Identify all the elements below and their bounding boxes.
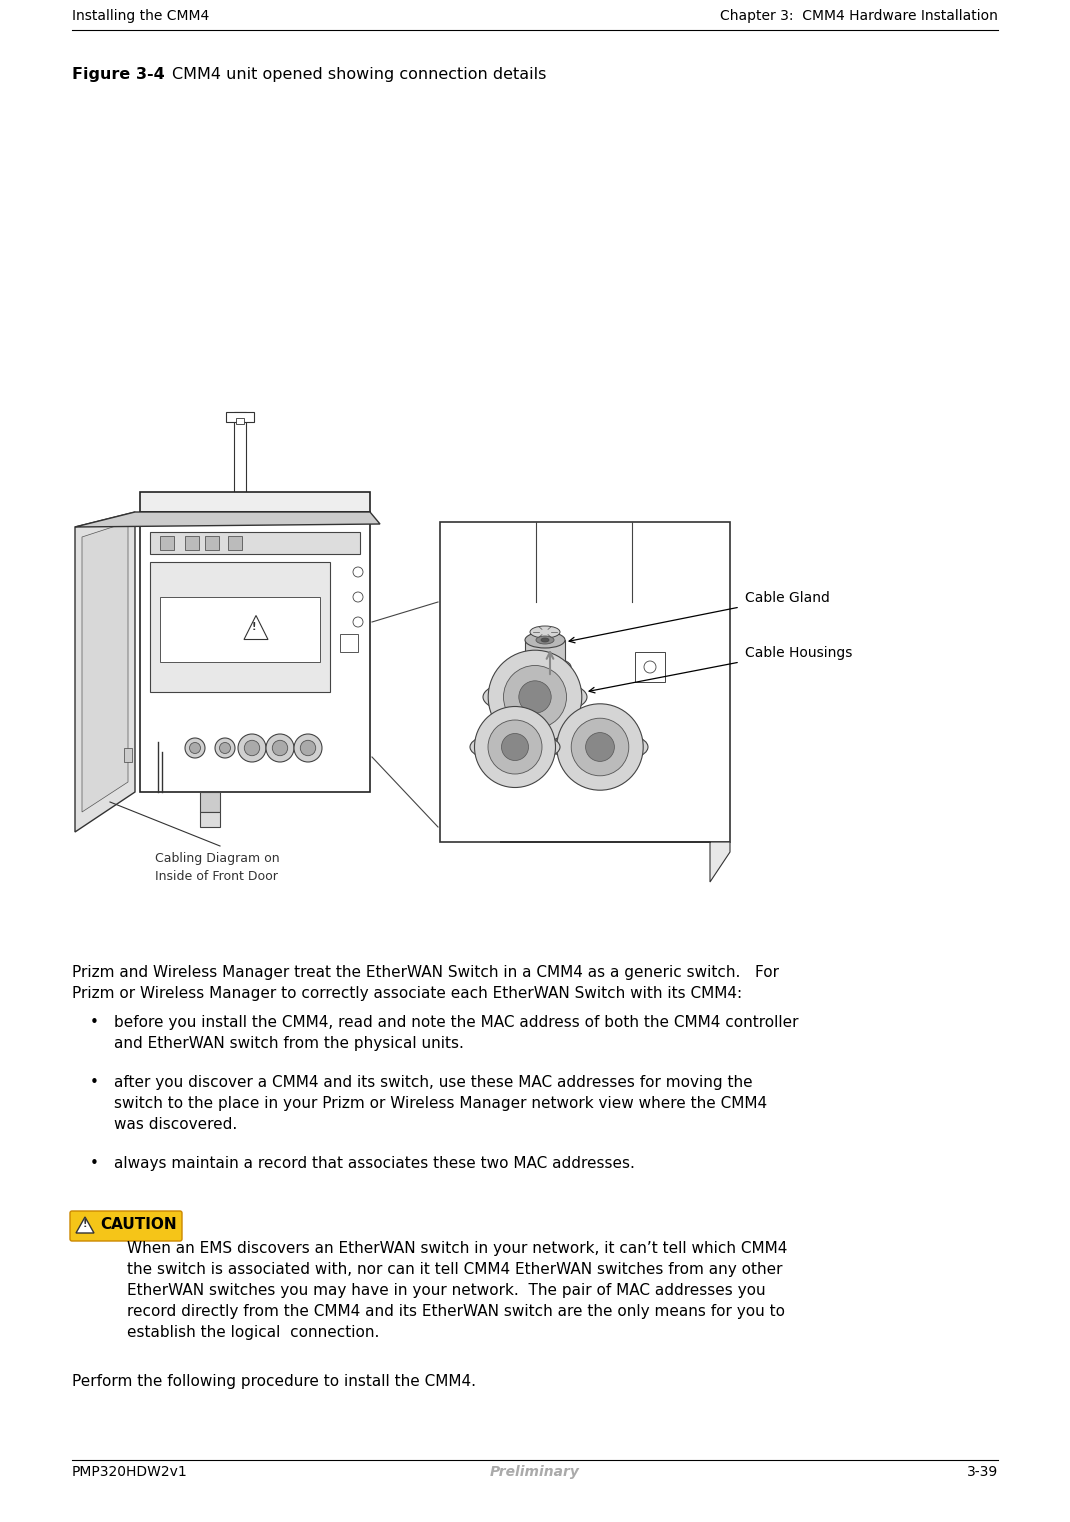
Text: after you discover a CMM4 and its switch, use these MAC addresses for moving the: after you discover a CMM4 and its switch…: [114, 1075, 752, 1090]
Bar: [150, 562, 330, 693]
Circle shape: [519, 680, 551, 714]
Text: before you install the CMM4, read and note the MAC address of both the CMM4 cont: before you install the CMM4, read and no…: [114, 1015, 798, 1030]
Polygon shape: [500, 842, 730, 883]
Bar: [200, 813, 220, 826]
Ellipse shape: [525, 632, 565, 648]
Circle shape: [301, 740, 316, 756]
Text: When an EMS discovers an EtherWAN switch in your network, it can’t tell which CM: When an EMS discovers an EtherWAN switch…: [127, 1240, 788, 1256]
Bar: [340, 635, 358, 651]
Circle shape: [353, 616, 363, 627]
Text: CAUTION: CAUTION: [100, 1218, 177, 1231]
Bar: [150, 533, 360, 554]
Text: record directly from the CMM4 and its EtherWAN switch are the only means for you: record directly from the CMM4 and its Et…: [127, 1304, 785, 1320]
Bar: [160, 597, 320, 662]
Circle shape: [238, 734, 266, 763]
Bar: [525, 639, 565, 674]
Circle shape: [474, 706, 555, 787]
Ellipse shape: [541, 638, 549, 642]
Circle shape: [189, 743, 200, 753]
Bar: [200, 791, 220, 813]
Bar: [140, 511, 370, 791]
Circle shape: [585, 732, 614, 761]
Circle shape: [266, 734, 294, 763]
Ellipse shape: [470, 731, 560, 763]
Text: Perform the following procedure to install the CMM4.: Perform the following procedure to insta…: [72, 1374, 476, 1390]
Bar: [228, 536, 242, 549]
Text: establish the logical  connection.: establish the logical connection.: [127, 1326, 380, 1339]
Text: Cable Housings: Cable Housings: [745, 645, 853, 661]
Text: Prizm and Wireless Manager treat the EtherWAN Switch in a CMM4 as a generic swit: Prizm and Wireless Manager treat the Eth…: [72, 965, 779, 980]
Circle shape: [272, 740, 288, 756]
Polygon shape: [244, 615, 268, 639]
Text: 3-39: 3-39: [967, 1466, 998, 1479]
Circle shape: [644, 661, 656, 673]
Circle shape: [571, 718, 629, 776]
Bar: [140, 492, 370, 511]
Ellipse shape: [530, 626, 560, 638]
Bar: [236, 419, 244, 425]
Circle shape: [244, 740, 260, 756]
Text: always maintain a record that associates these two MAC addresses.: always maintain a record that associates…: [114, 1157, 635, 1170]
Circle shape: [294, 734, 322, 763]
Ellipse shape: [552, 731, 648, 764]
Text: •: •: [90, 1015, 98, 1030]
Text: Cable Gland: Cable Gland: [745, 591, 830, 606]
Polygon shape: [76, 1218, 94, 1233]
Circle shape: [215, 738, 235, 758]
Circle shape: [219, 743, 230, 753]
Text: Installing the CMM4: Installing the CMM4: [72, 9, 210, 23]
Polygon shape: [75, 511, 135, 833]
Text: Figure 3-4: Figure 3-4: [72, 67, 165, 82]
Circle shape: [353, 568, 363, 577]
Polygon shape: [82, 522, 128, 813]
Ellipse shape: [483, 679, 587, 715]
Bar: [205, 536, 219, 549]
Ellipse shape: [536, 636, 554, 644]
Circle shape: [488, 650, 582, 744]
Text: Cabling Diagram on: Cabling Diagram on: [155, 852, 279, 864]
Text: was discovered.: was discovered.: [114, 1117, 238, 1132]
Text: Preliminary: Preliminary: [490, 1466, 580, 1479]
Text: Chapter 3:  CMM4 Hardware Installation: Chapter 3: CMM4 Hardware Installation: [720, 9, 998, 23]
Bar: [72, 441, 998, 931]
Text: switch to the place in your Prizm or Wireless Manager network view where the CMM: switch to the place in your Prizm or Wir…: [114, 1096, 767, 1111]
Circle shape: [556, 703, 643, 790]
Circle shape: [353, 592, 363, 603]
Bar: [234, 412, 246, 492]
Text: Prizm or Wireless Manager to correctly associate each EtherWAN Switch with its C: Prizm or Wireless Manager to correctly a…: [72, 986, 743, 1001]
Text: !: !: [82, 1219, 88, 1228]
Polygon shape: [75, 511, 380, 527]
Text: Inside of Front Door: Inside of Front Door: [155, 871, 278, 883]
Text: •: •: [90, 1157, 98, 1170]
Circle shape: [502, 734, 529, 761]
Text: PMP320HDW2v1: PMP320HDW2v1: [72, 1466, 187, 1479]
Bar: [160, 536, 174, 549]
Text: EtherWAN switches you may have in your network.  The pair of MAC addresses you: EtherWAN switches you may have in your n…: [127, 1283, 766, 1298]
Text: CMM4 unit opened showing connection details: CMM4 unit opened showing connection deta…: [172, 67, 547, 82]
Circle shape: [488, 720, 542, 775]
Bar: [635, 651, 664, 682]
Text: and EtherWAN switch from the physical units.: and EtherWAN switch from the physical un…: [114, 1036, 464, 1052]
Text: !: !: [251, 621, 256, 632]
Ellipse shape: [519, 658, 571, 677]
FancyBboxPatch shape: [70, 1212, 182, 1240]
Text: the switch is associated with, nor can it tell CMM4 EtherWAN switches from any o: the switch is associated with, nor can i…: [127, 1262, 782, 1277]
Bar: [226, 412, 254, 422]
Circle shape: [504, 665, 566, 729]
Bar: [185, 536, 199, 549]
Circle shape: [185, 738, 205, 758]
Text: •: •: [90, 1075, 98, 1090]
Bar: [124, 747, 132, 763]
Bar: [440, 522, 730, 842]
